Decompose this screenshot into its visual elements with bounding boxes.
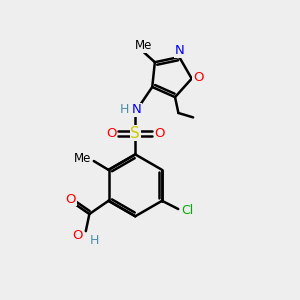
Text: Me: Me — [74, 152, 91, 165]
Text: S: S — [130, 126, 140, 141]
Text: O: O — [72, 229, 83, 242]
Text: O: O — [154, 127, 165, 140]
Text: O: O — [66, 193, 76, 206]
Text: H: H — [89, 234, 99, 247]
Text: O: O — [193, 70, 203, 84]
Text: Me: Me — [135, 39, 153, 52]
Text: N: N — [174, 44, 184, 57]
Text: N: N — [132, 103, 142, 116]
Text: O: O — [106, 127, 116, 140]
Text: H: H — [119, 103, 129, 116]
Text: Cl: Cl — [182, 204, 194, 217]
